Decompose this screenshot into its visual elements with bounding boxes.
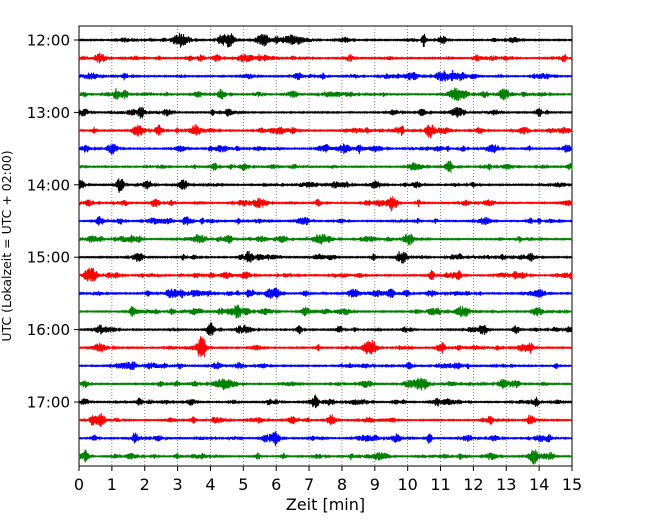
trace-row <box>78 215 573 226</box>
x-tick-label: 10 <box>397 475 417 494</box>
y-tick-label: 12:00 <box>27 32 70 50</box>
x-tick-label: 15 <box>562 475 582 494</box>
y-tick-label: 15:00 <box>27 249 70 267</box>
y-tick-label: 13:00 <box>27 104 70 122</box>
y-axis-ticks: 12:00 13:00 14:00 15:00 16:00 17:00 <box>27 32 79 412</box>
trace-row <box>78 69 573 82</box>
x-tick-label: 8 <box>337 475 347 494</box>
x-tick-label: 6 <box>271 475 281 494</box>
x-tick-label: 3 <box>173 475 183 494</box>
x-tick-label: 7 <box>304 475 314 494</box>
x-axis-label: Zeit [min] <box>286 495 365 514</box>
x-tick-label: 2 <box>140 475 150 494</box>
trace-row <box>78 178 573 193</box>
x-tick-label: 14 <box>529 475 549 494</box>
x-tick-label: 9 <box>370 475 380 494</box>
x-tick-label: 0 <box>74 475 84 494</box>
trace-row <box>78 413 573 428</box>
y-axis-label: UTC (Lokalzeit = UTC + 02:00) <box>0 150 14 341</box>
trace-row <box>78 267 573 282</box>
trace-row <box>78 394 573 409</box>
trace-row <box>78 32 573 48</box>
x-tick-label: 5 <box>238 475 248 494</box>
trace-row <box>78 361 573 370</box>
trace-row <box>78 449 573 465</box>
trace-row <box>78 196 573 212</box>
trace-row <box>78 250 573 264</box>
trace-row <box>78 430 573 446</box>
trace-row <box>78 322 573 336</box>
trace-row <box>78 87 573 101</box>
seismogram-traces <box>78 32 573 465</box>
y-tick-label: 14:00 <box>27 176 70 194</box>
x-tick-label: 1 <box>107 475 117 494</box>
trace-row <box>78 124 573 139</box>
trace-row <box>78 377 573 391</box>
trace-row <box>78 160 573 173</box>
trace-row <box>78 233 573 246</box>
plot-frame <box>78 25 573 467</box>
grid-lines <box>111 26 540 466</box>
trace-row <box>78 143 573 155</box>
x-tick-label: 13 <box>496 475 516 494</box>
y-tick-label: 16:00 <box>27 321 70 339</box>
trace-row <box>78 52 573 64</box>
x-tick-label: 12 <box>463 475 483 494</box>
trace-row <box>78 304 573 319</box>
y-tick-label: 17:00 <box>27 394 70 412</box>
x-tick-label: 11 <box>430 475 450 494</box>
x-axis-ticks: 0 1 2 3 4 5 6 7 8 9 10 11 12 13 14 15 <box>74 466 582 494</box>
x-tick-label: 4 <box>205 475 215 494</box>
trace-row <box>78 336 573 358</box>
trace-row <box>78 287 573 299</box>
trace-row <box>78 106 573 119</box>
